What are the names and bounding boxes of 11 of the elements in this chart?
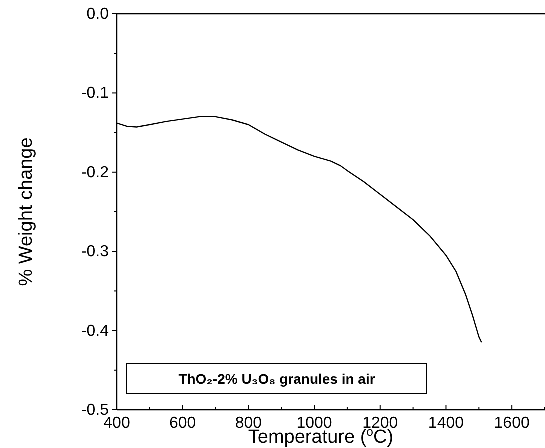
y-tick-label: 0.0 [86, 6, 110, 23]
x-tick-label: 1400 [428, 415, 464, 432]
x-tick-label: 1600 [494, 415, 530, 432]
y-tick-label: -0.4 [81, 322, 110, 340]
y-axis-title: % Weight change [16, 138, 37, 286]
x-tick-label: 600 [169, 415, 196, 432]
y-tick-label: -0.3 [81, 244, 110, 261]
y-tick-label: -0.1 [81, 85, 110, 102]
x-tick-label: 1000 [296, 415, 332, 432]
y-tick-label: -0.2 [81, 164, 110, 182]
annotation: ThO₂-2% U₃O₈ granules in air [178, 371, 376, 387]
